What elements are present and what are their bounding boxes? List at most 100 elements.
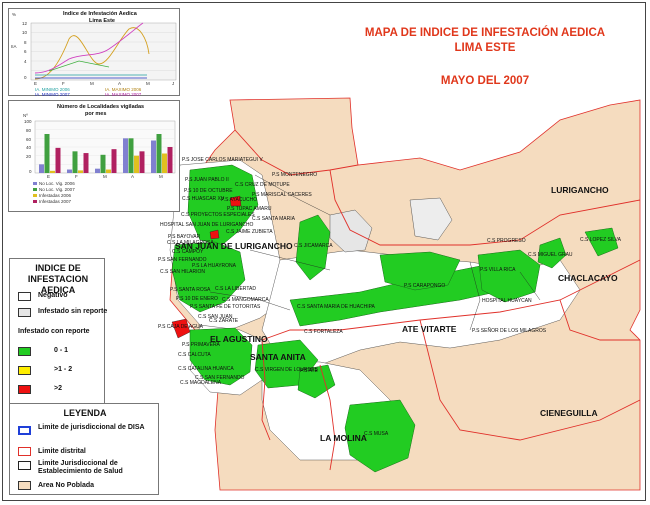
place-label: C.S JAIME ZUBIETA bbox=[226, 229, 273, 235]
swatch-level-1 bbox=[18, 347, 31, 356]
zone-red-2 bbox=[229, 195, 242, 207]
chart2-subtitle: por mes bbox=[85, 111, 107, 117]
chart1-xtick: J bbox=[172, 81, 175, 86]
chart2-bar bbox=[78, 170, 83, 173]
place-label: P.S SEÑOR DE LOS MILAGROS bbox=[472, 328, 547, 334]
zone-musa bbox=[344, 399, 416, 473]
swatch-negativo bbox=[18, 292, 31, 301]
place-label: P.S JOSE CARLOS MARIATEGUI V bbox=[182, 157, 263, 163]
chart1-legend-item: IA. MINIMO 2006 bbox=[35, 87, 70, 92]
chart2-ytick: 20 bbox=[26, 154, 32, 159]
chart1-ytick: 6 bbox=[24, 49, 27, 54]
chart2-plot bbox=[34, 120, 176, 174]
place-label: P.S AYACUCHO bbox=[221, 197, 258, 203]
place-label: C.S CATALINA HUANCA bbox=[178, 366, 234, 372]
chart2-bars bbox=[39, 134, 173, 173]
chart2-bar bbox=[39, 164, 44, 173]
chart2-ytick: 100 bbox=[24, 119, 32, 124]
swatch-level-2 bbox=[18, 366, 31, 375]
place-label: C.S LA MILAGROSA bbox=[167, 240, 214, 246]
district-line-3 bbox=[261, 259, 641, 341]
place-label: P.S BAYOVAR bbox=[168, 234, 201, 240]
place-label: C.S CRUZ DE MOTUPE bbox=[235, 182, 290, 188]
chart1-ytick: 0 bbox=[24, 75, 27, 80]
chart1-ytick: 12 bbox=[22, 21, 28, 26]
place-label: C.S CAMPOY bbox=[172, 249, 204, 255]
chart1-axis-label: IIA bbox=[11, 44, 17, 49]
chart2-bar bbox=[55, 147, 61, 173]
zone-agustino bbox=[189, 327, 253, 386]
legend-level-3-label: >2 bbox=[54, 385, 62, 392]
place-label: C.S MIGUEL GRAU bbox=[528, 252, 573, 258]
place-label: P.S PRIMAVERA bbox=[182, 342, 220, 348]
swatch-disa bbox=[18, 426, 31, 435]
legend-index-title: INDICE DE INFESTACION AEDICA bbox=[27, 263, 89, 295]
place-label: P.S VILLA RICA bbox=[480, 267, 516, 273]
district-line-6 bbox=[419, 319, 641, 441]
chart2-bar bbox=[50, 170, 55, 173]
place-label: P.S SANTA FE DE TOTORITAS bbox=[190, 304, 261, 310]
chart2-bar bbox=[95, 168, 100, 173]
chart2-bar bbox=[139, 151, 145, 173]
chart1-plot bbox=[30, 22, 177, 81]
series-max-2007 bbox=[34, 22, 144, 74]
chart-localidades: Número de Localidades vigiladas por mes … bbox=[8, 100, 180, 212]
chart2-xtick: E bbox=[47, 174, 51, 179]
chart2-bar bbox=[72, 151, 78, 173]
chart2-legend-item: No Loc. Vig. 2007 bbox=[39, 187, 75, 192]
chart2-legend-item: No Loc. Vig. 2006 bbox=[39, 181, 75, 186]
chart2-bar bbox=[111, 149, 117, 173]
zone-lopez-silva bbox=[584, 227, 619, 257]
chart2-bar bbox=[44, 134, 50, 173]
chart1-title: Indice de Infestación Aedica bbox=[63, 11, 137, 17]
place-label: P.S SANTA ROSA bbox=[170, 287, 211, 293]
legend-jurisdiccional-label: Limite Jurisdiccional de Establecimiento… bbox=[38, 460, 123, 475]
place-label: P.S MONTENEGRO bbox=[272, 172, 318, 178]
chart2-bar bbox=[100, 154, 106, 173]
district-line-7 bbox=[559, 299, 640, 341]
district-line-2 bbox=[329, 169, 641, 246]
chart2-title: Número de Localidades vigiladas bbox=[57, 104, 145, 110]
zone-red-1 bbox=[171, 318, 191, 339]
map-date: MAYO DEL 2007 bbox=[440, 75, 530, 87]
district-la-molina: LA MOLINA bbox=[320, 433, 367, 443]
legend-con-reporte-label: Infestado con reporte bbox=[18, 328, 90, 335]
chart2-legend-swatch bbox=[33, 182, 37, 185]
place-label: C.S VIRGEN DE LOURDES bbox=[255, 367, 318, 373]
chart2-bar bbox=[83, 153, 89, 173]
swatch-jurisdiccional bbox=[18, 461, 31, 470]
legend-index-panel: INDICE DE INFESTACION AEDICA Negativo In… bbox=[9, 258, 107, 416]
place-label: P.S JUAN PABLO II bbox=[185, 177, 229, 183]
place-label: P.S TUPAC AMARU bbox=[227, 206, 272, 212]
chart2-bar bbox=[134, 155, 139, 173]
zone-carapongo bbox=[379, 251, 461, 291]
district-ate: ATE VITARTE bbox=[402, 324, 457, 334]
swatch-distrital bbox=[18, 447, 31, 456]
chart1-subtitle: Lima Este bbox=[89, 18, 115, 24]
map-title: MAPA DE INDICE DE INFESTACIÓN AEDICA bbox=[364, 27, 606, 39]
place-label: P.S CARAPONGO bbox=[404, 283, 446, 289]
zone-ate bbox=[297, 364, 336, 399]
series-max-2006 bbox=[34, 27, 150, 80]
legend-no-poblada-label: Area No Poblada bbox=[38, 482, 95, 489]
chart2-legend-item: Infestadas 2006 bbox=[39, 193, 72, 198]
chart-iia: Indice de Infestación Aedica Lima Este %… bbox=[8, 8, 180, 97]
gray-area-2 bbox=[409, 197, 453, 241]
chart2-xtick: A bbox=[131, 174, 135, 179]
chart2-ytick: 60 bbox=[26, 137, 32, 142]
place-label: C.S MUSA bbox=[364, 431, 389, 437]
chart1-ylabel: % bbox=[12, 12, 17, 17]
chart2-bar bbox=[156, 134, 162, 173]
chart2-bar bbox=[151, 140, 156, 173]
place-label: P.S MARISCAL CACERES bbox=[252, 192, 312, 198]
chart2-ytick: 40 bbox=[26, 145, 32, 150]
place-label: C.S MAGDALENA bbox=[180, 380, 222, 386]
place-label: P.S 10 DE ENERO bbox=[176, 296, 218, 302]
map-subtitle: LIMA ESTE bbox=[454, 42, 516, 54]
place-label: C.S CALCUTA bbox=[178, 352, 211, 358]
chart1-ytick: 4 bbox=[24, 59, 27, 64]
place-label: C.S SAN JUAN bbox=[198, 314, 233, 320]
place-label: C.S SANTA MARIA bbox=[252, 216, 295, 222]
district-agustino: EL AGUSTINO bbox=[210, 334, 268, 344]
